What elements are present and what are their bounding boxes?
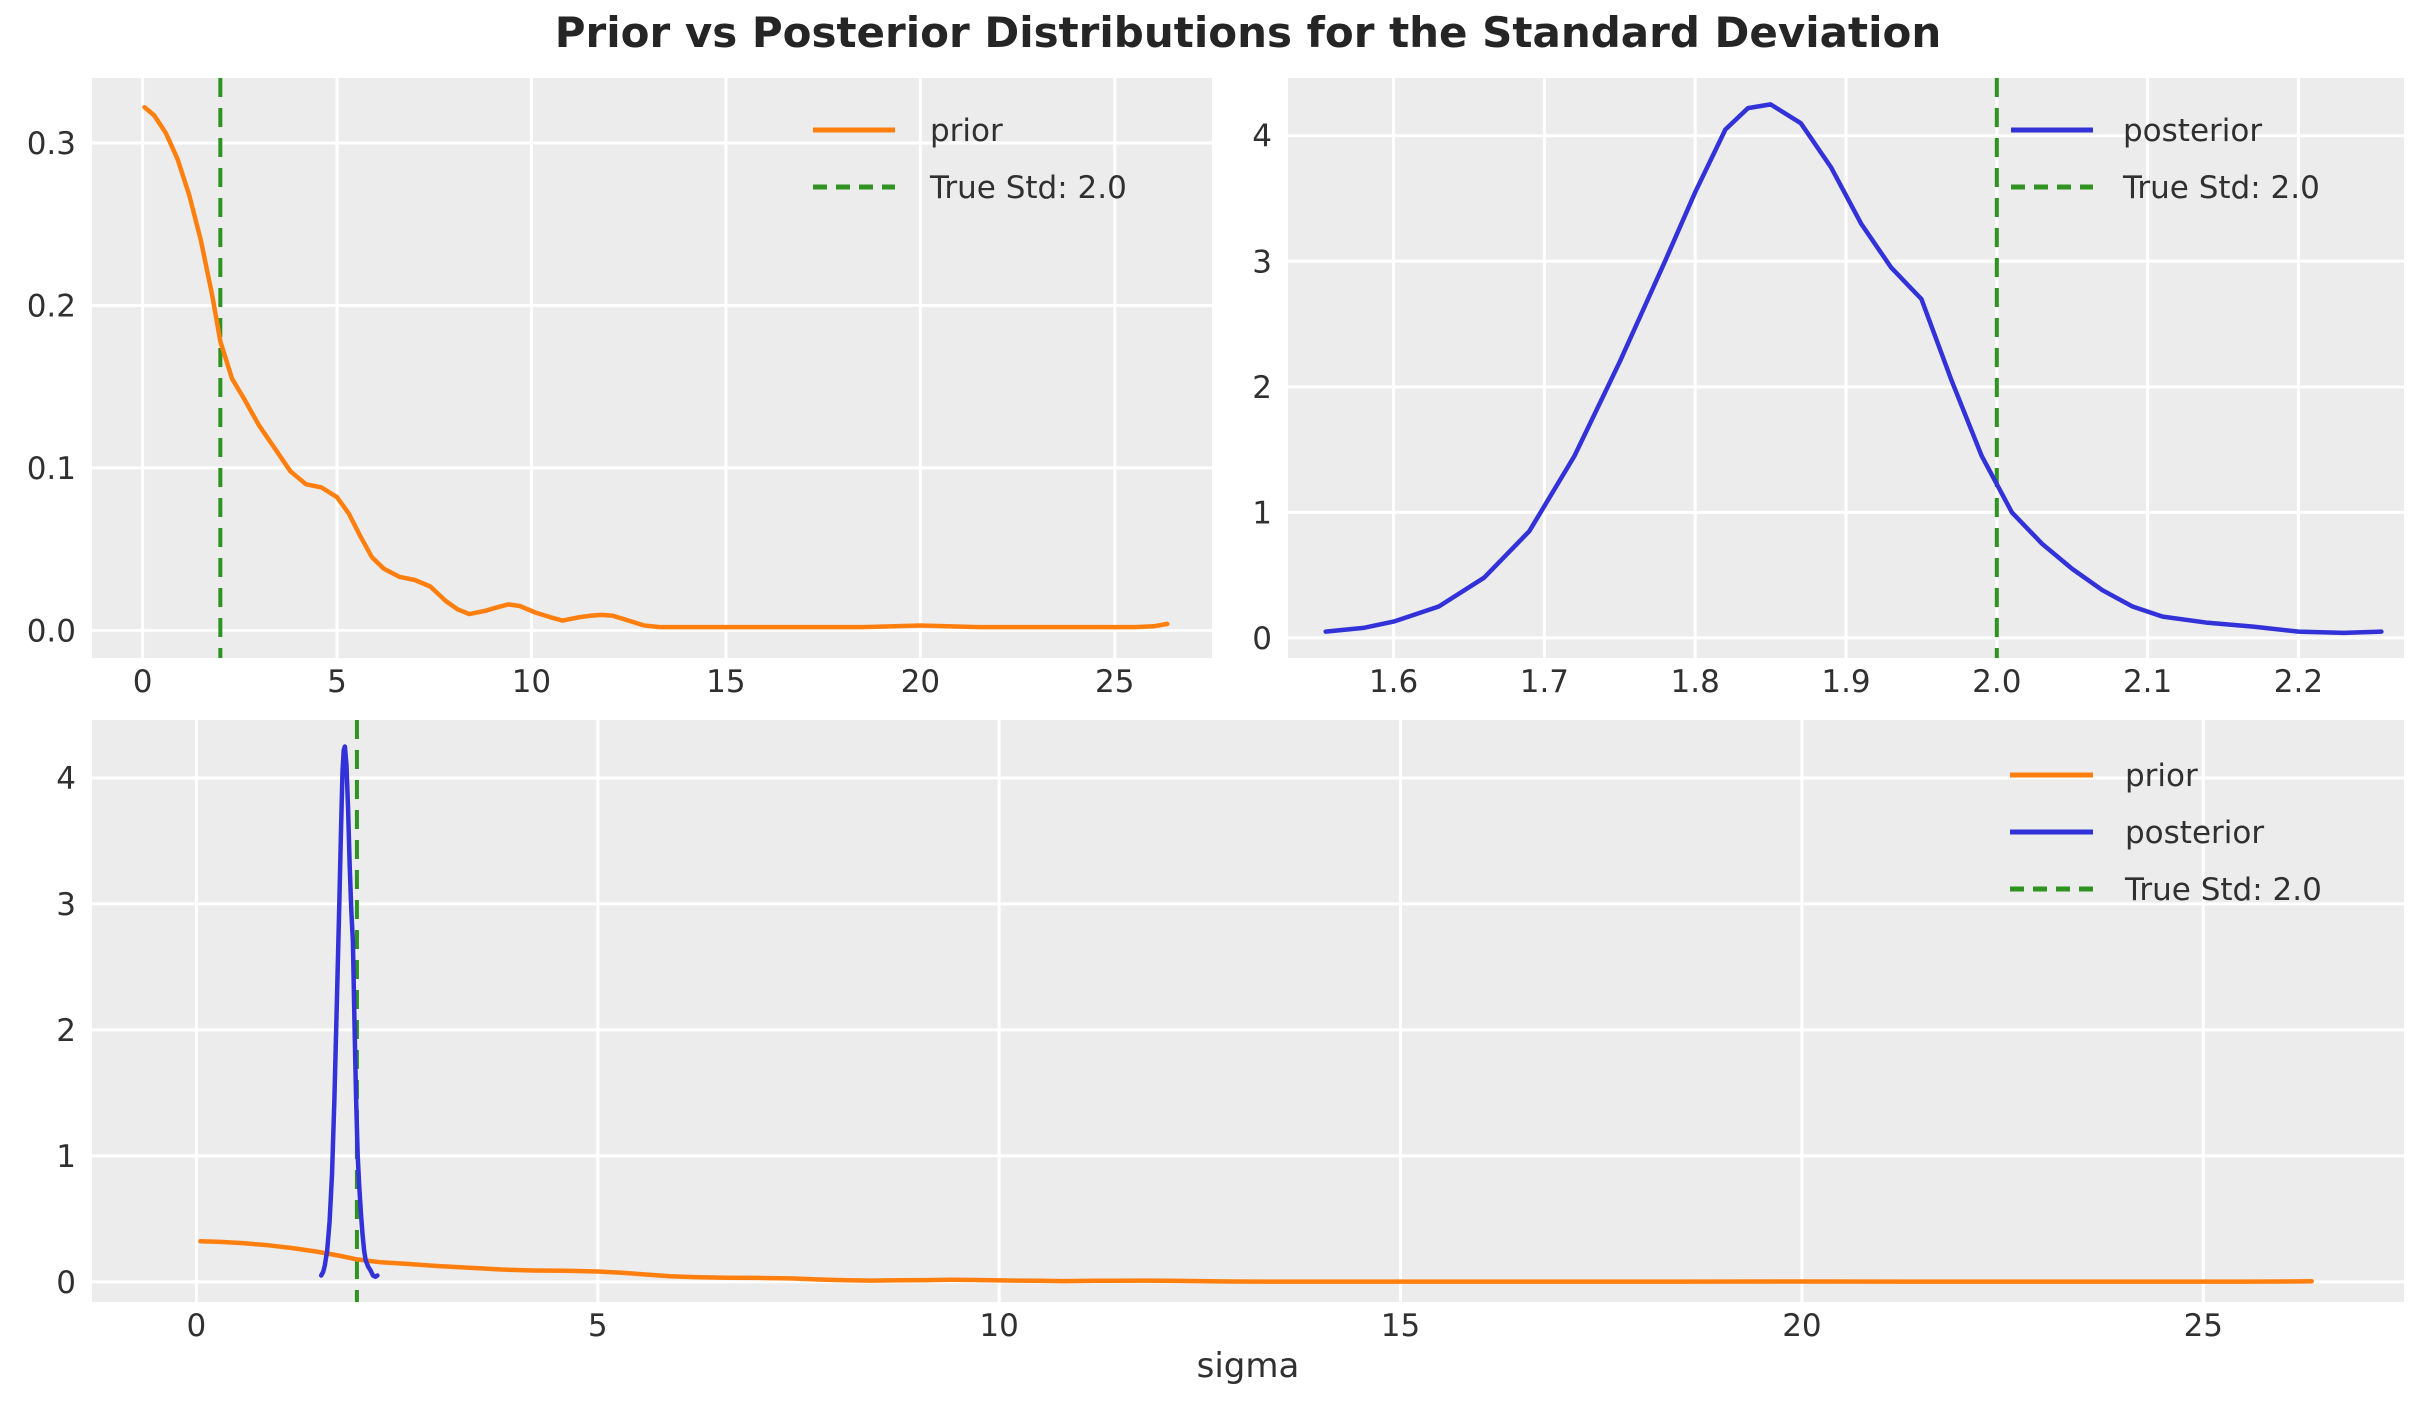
prior-panel-canvas: 0 5 10 15 20 25 0.0 0.1 0.2 0.3 prior True Std: 2.0 [27, 78, 1212, 700]
y-tick-label: 0 [56, 1265, 76, 1301]
x-tick-label: 20 [1782, 1308, 1821, 1344]
legend-label: prior [2125, 758, 2198, 794]
plot-background [92, 78, 1212, 658]
x-tick-label: 1.6 [1369, 664, 1418, 700]
y-tick-label: 0.1 [27, 451, 76, 487]
prior-curve [142, 104, 1170, 630]
posterior-curve [1323, 102, 2384, 636]
x-tick-label: 0 [133, 664, 153, 700]
legend-label: True Std: 2.0 [2122, 170, 2320, 206]
x-tick-label: 1.7 [1520, 664, 1569, 700]
x-tick-label: 15 [1381, 1308, 1420, 1344]
x-tick-label: 25 [1095, 664, 1134, 700]
posterior-panel-canvas: 1.6 1.7 1.8 1.9 2.0 2.1 2.2 0 1 2 3 4 posterior True … [1252, 78, 2404, 700]
legend-label: posterior [2123, 113, 2262, 149]
y-tick-label: 4 [1252, 119, 1272, 155]
x-axis-label: sigma [1196, 1346, 1300, 1386]
y-tick-label: 0.2 [27, 288, 76, 324]
plot-background [92, 720, 2404, 1302]
x-tick-label: 20 [901, 664, 940, 700]
x-tick-label: 1.8 [1671, 664, 1720, 700]
legend-label: True Std: 2.0 [2124, 872, 2322, 908]
x-tick-label: 5 [327, 664, 347, 700]
legend-label: prior [930, 113, 1003, 149]
axes-posterior: 1.6 1.7 1.8 1.9 2.0 2.1 2.2 0 1 2 3 4 posterior True … [1252, 78, 2404, 700]
x-tick-label: 25 [2184, 1308, 2223, 1344]
posterior-curve [318, 744, 380, 1280]
axes-combined: 0 5 10 15 20 25 0 1 2 3 4 prior posterior True Std: 2… [56, 720, 2404, 1344]
x-tick-label: 10 [979, 1308, 1018, 1344]
x-tick-label: 2.0 [1972, 664, 2021, 700]
y-tick-label: 2 [56, 1013, 76, 1049]
x-tick-label: 5 [588, 1308, 608, 1344]
x-tick-label: 0 [186, 1308, 206, 1344]
y-tick-label: 3 [1252, 244, 1272, 280]
figure-title: Prior vs Posterior Distributions for the… [554, 8, 1942, 57]
y-tick-label: 1 [56, 1139, 76, 1175]
x-tick-label: 10 [512, 664, 551, 700]
y-tick-label: 0.3 [27, 126, 76, 162]
legend-label: True Std: 2.0 [929, 170, 1127, 206]
combined-panel-canvas: 0 5 10 15 20 25 0 1 2 3 4 prior posterior True Std: 2… [56, 720, 2404, 1344]
prior-curve [198, 1239, 2314, 1284]
y-tick-label: 4 [56, 761, 76, 797]
x-tick-label: 15 [706, 664, 745, 700]
y-tick-label: 1 [1252, 495, 1272, 531]
y-tick-label: 2 [1252, 370, 1272, 406]
y-tick-label: 0 [1252, 621, 1272, 657]
y-tick-label: 0.0 [27, 613, 76, 649]
x-tick-label: 2.2 [2274, 664, 2323, 700]
y-tick-label: 3 [56, 887, 76, 923]
legend-label: posterior [2125, 815, 2264, 851]
x-tick-label: 1.9 [1821, 664, 1870, 700]
axes-prior: 0 5 10 15 20 25 0.0 0.1 0.2 0.3 prior True Std: 2.0 [27, 78, 1212, 700]
x-tick-label: 2.1 [2123, 664, 2172, 700]
